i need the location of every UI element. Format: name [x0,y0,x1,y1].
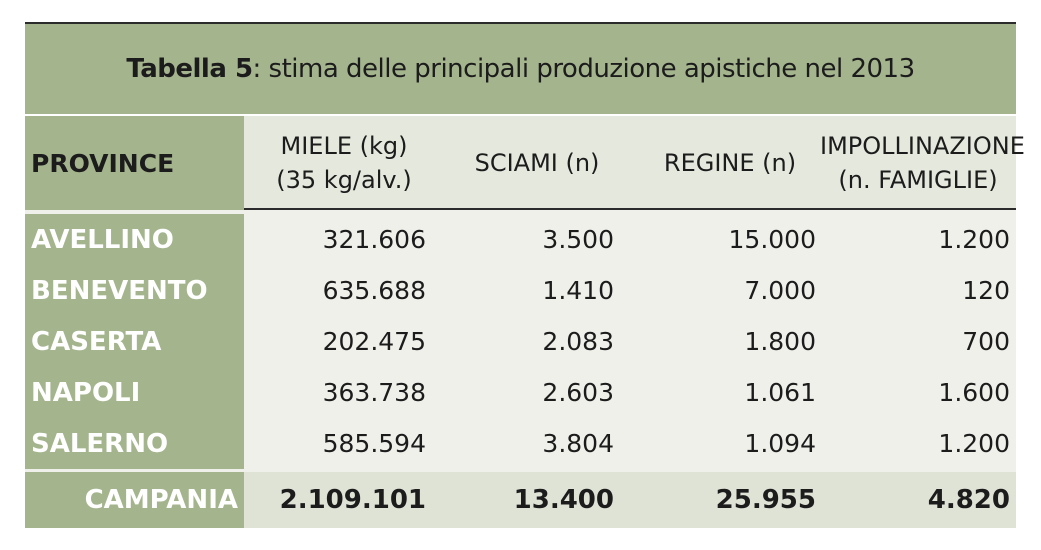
table-row: BENEVENTO 635.688 1.410 7.000 120 [25,265,1016,316]
cell-miele: 585.594 [322,429,426,458]
total-regine: 25.955 [715,485,816,515]
total-miele: 2.109.101 [279,485,426,515]
row-province: AVELLINO [25,214,244,265]
header-miele-line2: (35 kg/alv.) [276,166,412,194]
table-title-number: Tabella 5 [126,54,253,84]
cell-regine: 1.800 [744,327,816,356]
total-impollinazione: 4.820 [927,485,1010,515]
cell-sciami: 2.083 [542,327,614,356]
cell-sciami: 3.500 [542,225,614,254]
header-sciami: SCIAMI (n) [444,116,630,210]
row-province: SALERNO [25,418,244,469]
header-impollinazione: IMPOLLINAZIONE (n. FAMIGLIE) [820,116,1025,210]
header-row: PROVINCE MIELE (kg) (35 kg/alv.) SCIAMI … [25,116,1025,210]
total-row: CAMPANIA 2.109.101 13.400 25.955 4.820 [25,472,1016,528]
cell-sciami: 1.410 [542,276,614,305]
table-body: AVELLINO 321.606 3.500 15.000 1.200 BENE… [25,210,1016,472]
header-sciami-label: SCIAMI (n) [474,149,600,177]
cell-impollinazione: 120 [962,276,1010,305]
cell-impollinazione: 1.600 [938,378,1010,407]
table-row: AVELLINO 321.606 3.500 15.000 1.200 [25,214,1016,265]
row-province: BENEVENTO [25,265,244,316]
cell-impollinazione: 1.200 [938,225,1010,254]
header-impoll-line2: (n. FAMIGLIE) [838,166,998,194]
cell-regine: 7.000 [744,276,816,305]
cell-regine: 1.094 [744,429,816,458]
cell-miele: 321.606 [322,225,426,254]
row-province: CASERTA [25,316,244,367]
cell-impollinazione: 1.200 [938,429,1010,458]
cell-impollinazione: 700 [962,327,1010,356]
cell-sciami: 2.603 [542,378,614,407]
table-title-text: : stima delle principali produzione apis… [252,54,916,84]
header-regine: REGINE (n) [630,116,830,210]
cell-miele: 363.738 [322,378,426,407]
header-miele-line1: MIELE (kg) [280,132,408,160]
cell-regine: 1.061 [744,378,816,407]
row-province: NAPOLI [25,367,244,418]
total-label: CAMPANIA [25,472,244,528]
header-province: PROVINCE [25,116,244,210]
table-row: CASERTA 202.475 2.083 1.800 700 [25,316,1016,367]
table-title: Tabella 5 : stima delle principali produ… [25,24,1016,116]
header-miele: MIELE (kg) (35 kg/alv.) [244,116,444,210]
header-regine-label: REGINE (n) [663,149,797,177]
total-sciami: 13.400 [513,485,614,515]
cell-regine: 15.000 [728,225,816,254]
cell-sciami: 3.804 [542,429,614,458]
table-row: NAPOLI 363.738 2.603 1.061 1.600 [25,367,1016,418]
table-row: SALERNO 585.594 3.804 1.094 1.200 [25,418,1016,469]
production-table: Tabella 5 : stima delle principali produ… [25,22,1025,528]
header-impoll-line1: IMPOLLINAZIONE [820,132,1025,160]
cell-miele: 202.475 [322,327,426,356]
cell-miele: 635.688 [322,276,426,305]
